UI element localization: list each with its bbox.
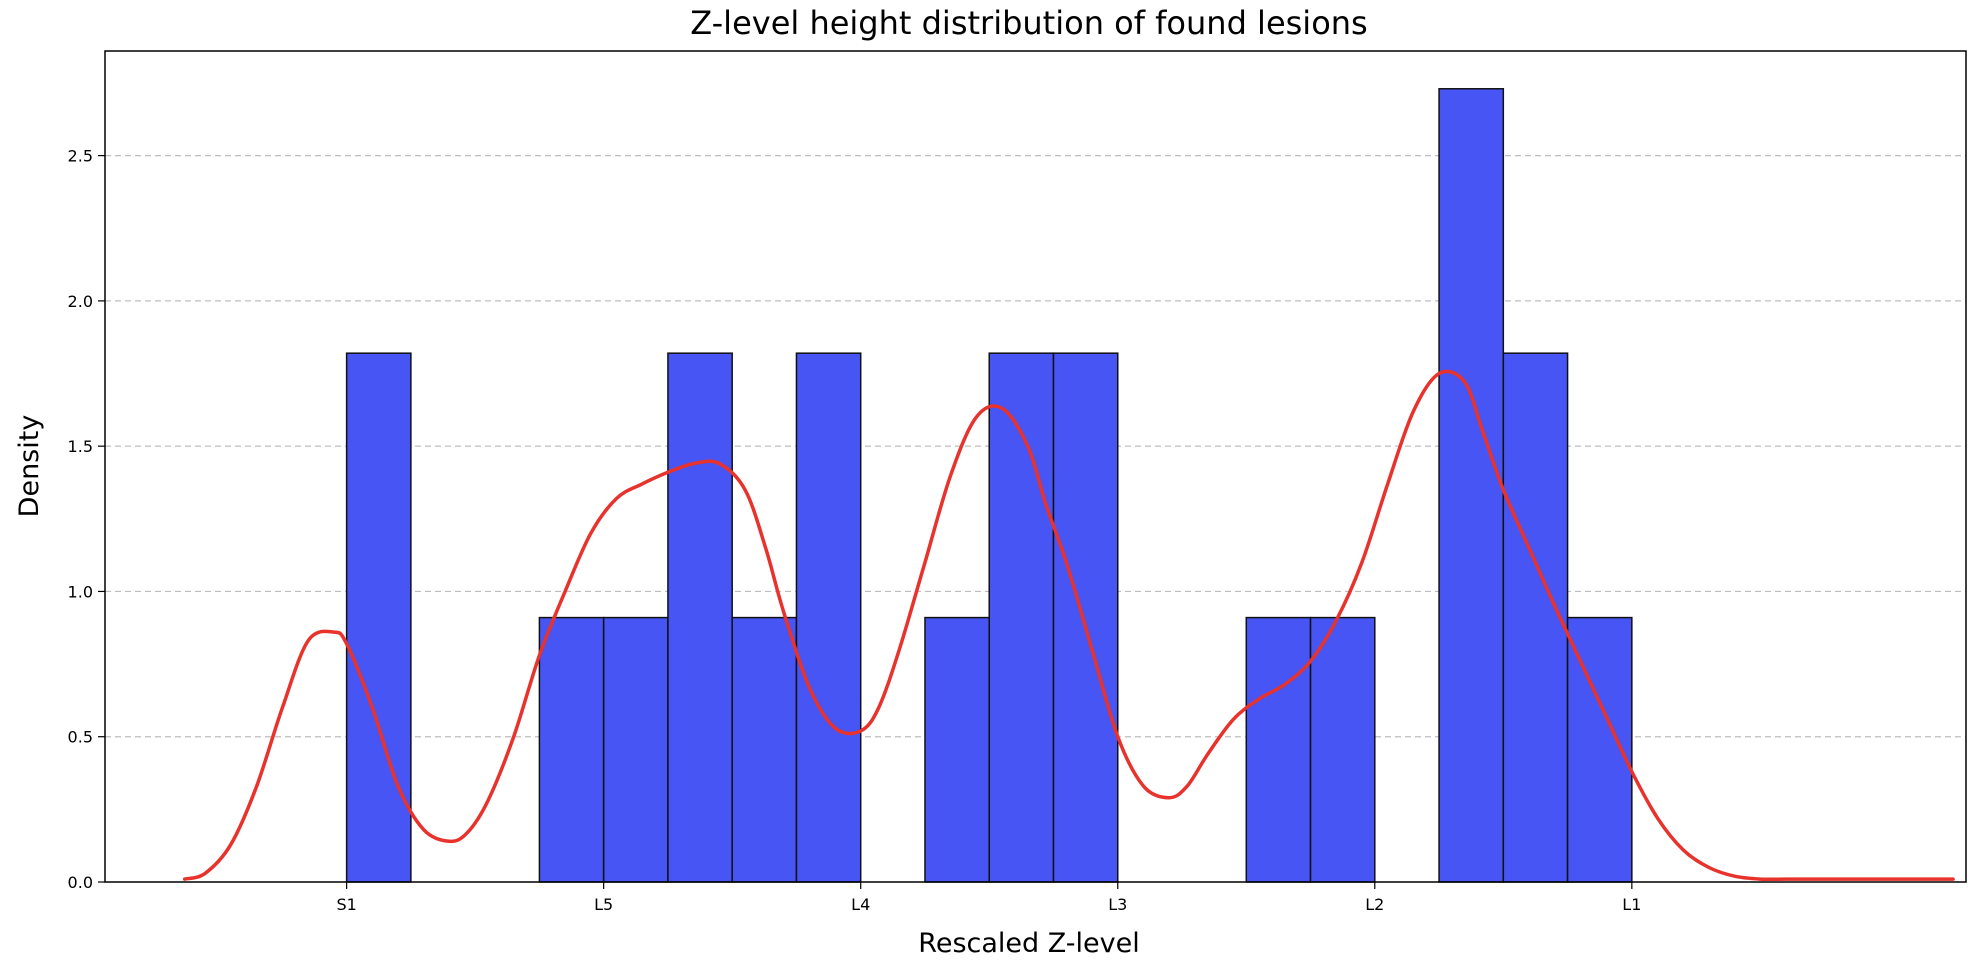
- histogram-bar: [988, 352, 1055, 883]
- x-tick-label: L3: [1108, 895, 1127, 914]
- histogram-bar: [667, 352, 733, 883]
- chart-title: Z-level height distribution of found les…: [690, 4, 1367, 42]
- x-tick-label: S1: [336, 895, 356, 914]
- plot-frame: [104, 50, 1967, 883]
- y-axis-title: Density: [14, 415, 45, 518]
- histogram-bar: [1245, 616, 1312, 883]
- histogram-bar: [924, 616, 990, 883]
- histogram-bar: [1438, 88, 1505, 883]
- histogram-bar: [1052, 352, 1119, 883]
- x-tick-label: L2: [1365, 895, 1384, 914]
- x-tick-label: L5: [594, 895, 613, 914]
- histogram-bar: [1502, 352, 1569, 883]
- y-tick-label: 0.0: [68, 873, 93, 892]
- histogram-bars: [345, 88, 1633, 883]
- x-tick-label: L1: [1622, 895, 1641, 914]
- x-axis-ticks: S1 L5 L4 L3 L2 L1: [336, 882, 1641, 914]
- x-tick-label: L4: [851, 895, 870, 914]
- x-axis-title: Rescaled Z-level: [918, 928, 1139, 959]
- y-tick-label: 2.5: [68, 147, 93, 166]
- y-axis-ticks: 0.0 0.5 1.0 1.5 2.0 2.5: [68, 147, 105, 892]
- y-tick-label: 2.0: [68, 292, 93, 311]
- y-tick-label: 1.5: [68, 437, 93, 456]
- y-tick-label: 1.0: [68, 582, 93, 601]
- histogram-bar: [345, 352, 412, 883]
- histogram-bar: [602, 616, 669, 883]
- histogram-bar: [538, 616, 605, 883]
- histogram-bar: [731, 616, 798, 883]
- kde-curve: [182, 369, 1955, 882]
- histogram-bar: [1309, 616, 1376, 883]
- y-tick-label: 0.5: [68, 728, 93, 747]
- histogram-bar: [795, 352, 862, 883]
